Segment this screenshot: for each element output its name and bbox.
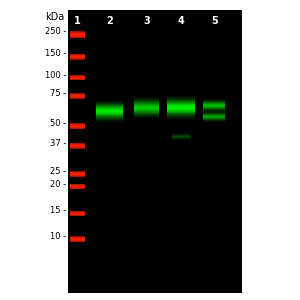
Bar	[167, 97, 195, 98]
Bar	[96, 119, 123, 120]
Bar	[167, 104, 195, 105]
Bar	[134, 100, 159, 101]
Text: 20 -: 20 -	[50, 179, 66, 188]
Bar	[134, 102, 159, 103]
Bar	[134, 104, 159, 105]
Bar	[96, 108, 123, 109]
Bar	[167, 110, 195, 111]
Bar	[203, 108, 226, 109]
Bar	[167, 116, 195, 117]
Bar	[203, 101, 226, 102]
Bar	[96, 103, 123, 104]
Bar	[96, 116, 123, 117]
Text: 1: 1	[74, 16, 81, 26]
Bar	[167, 106, 195, 107]
Bar	[203, 111, 226, 112]
Text: 100 -: 100 -	[45, 70, 66, 80]
Bar	[96, 107, 123, 108]
Text: 15 -: 15 -	[50, 206, 66, 215]
Bar	[167, 111, 195, 112]
Text: 75 -: 75 -	[50, 89, 66, 98]
Bar	[167, 109, 195, 110]
Bar	[134, 103, 159, 104]
Bar	[134, 106, 159, 107]
Bar	[167, 108, 195, 109]
Bar	[96, 105, 123, 106]
Bar	[134, 105, 159, 106]
Bar	[96, 118, 123, 119]
Bar	[134, 113, 159, 114]
Bar	[68, 10, 242, 293]
Bar	[96, 117, 123, 118]
Bar	[167, 102, 195, 103]
Bar	[96, 120, 123, 121]
Bar	[167, 117, 195, 118]
Bar	[203, 109, 226, 110]
Bar	[203, 110, 226, 111]
Bar	[134, 116, 159, 117]
Bar	[96, 113, 123, 114]
Bar	[134, 98, 159, 99]
Bar	[167, 118, 195, 119]
Text: kDa: kDa	[45, 12, 64, 22]
Bar	[203, 99, 226, 100]
Bar	[134, 112, 159, 113]
Bar	[167, 101, 195, 102]
Text: 50 -: 50 -	[50, 119, 66, 128]
Bar	[203, 105, 226, 106]
Bar	[134, 114, 159, 115]
Bar	[203, 107, 226, 108]
Bar	[96, 102, 123, 103]
Bar	[167, 114, 195, 115]
Bar	[167, 112, 195, 113]
Bar	[167, 113, 195, 114]
Text: 150 -: 150 -	[45, 50, 66, 58]
Bar	[203, 102, 226, 103]
Bar	[203, 106, 226, 107]
Bar	[134, 108, 159, 109]
Bar	[134, 111, 159, 112]
Bar	[203, 100, 226, 101]
Bar	[96, 115, 123, 116]
Text: 5: 5	[211, 16, 217, 26]
Bar	[167, 107, 195, 108]
Bar	[96, 112, 123, 113]
Bar	[203, 103, 226, 104]
Text: 25 -: 25 -	[50, 167, 66, 176]
Text: 10 -: 10 -	[50, 232, 66, 241]
Text: 4: 4	[178, 16, 184, 26]
Bar	[134, 101, 159, 102]
Bar	[96, 104, 123, 105]
Bar	[96, 101, 123, 102]
Bar	[167, 105, 195, 106]
Bar	[167, 103, 195, 104]
Bar	[134, 117, 159, 118]
Text: 37 -: 37 -	[50, 139, 66, 148]
Bar	[96, 100, 123, 101]
Bar	[96, 121, 123, 122]
Bar	[134, 110, 159, 111]
Bar	[167, 115, 195, 116]
Bar	[96, 106, 123, 107]
Bar	[167, 100, 195, 101]
Bar	[96, 114, 123, 115]
Bar	[167, 99, 195, 100]
Bar	[96, 109, 123, 110]
Text: 2: 2	[106, 16, 113, 26]
Bar	[134, 115, 159, 116]
Bar	[203, 104, 226, 105]
Bar	[96, 111, 123, 112]
Bar	[96, 110, 123, 111]
Bar	[134, 97, 159, 98]
Text: 3: 3	[143, 16, 150, 26]
Bar	[167, 96, 195, 97]
Bar	[134, 107, 159, 108]
Bar	[167, 98, 195, 99]
Bar	[134, 99, 159, 100]
Text: 250 -: 250 -	[45, 27, 66, 36]
